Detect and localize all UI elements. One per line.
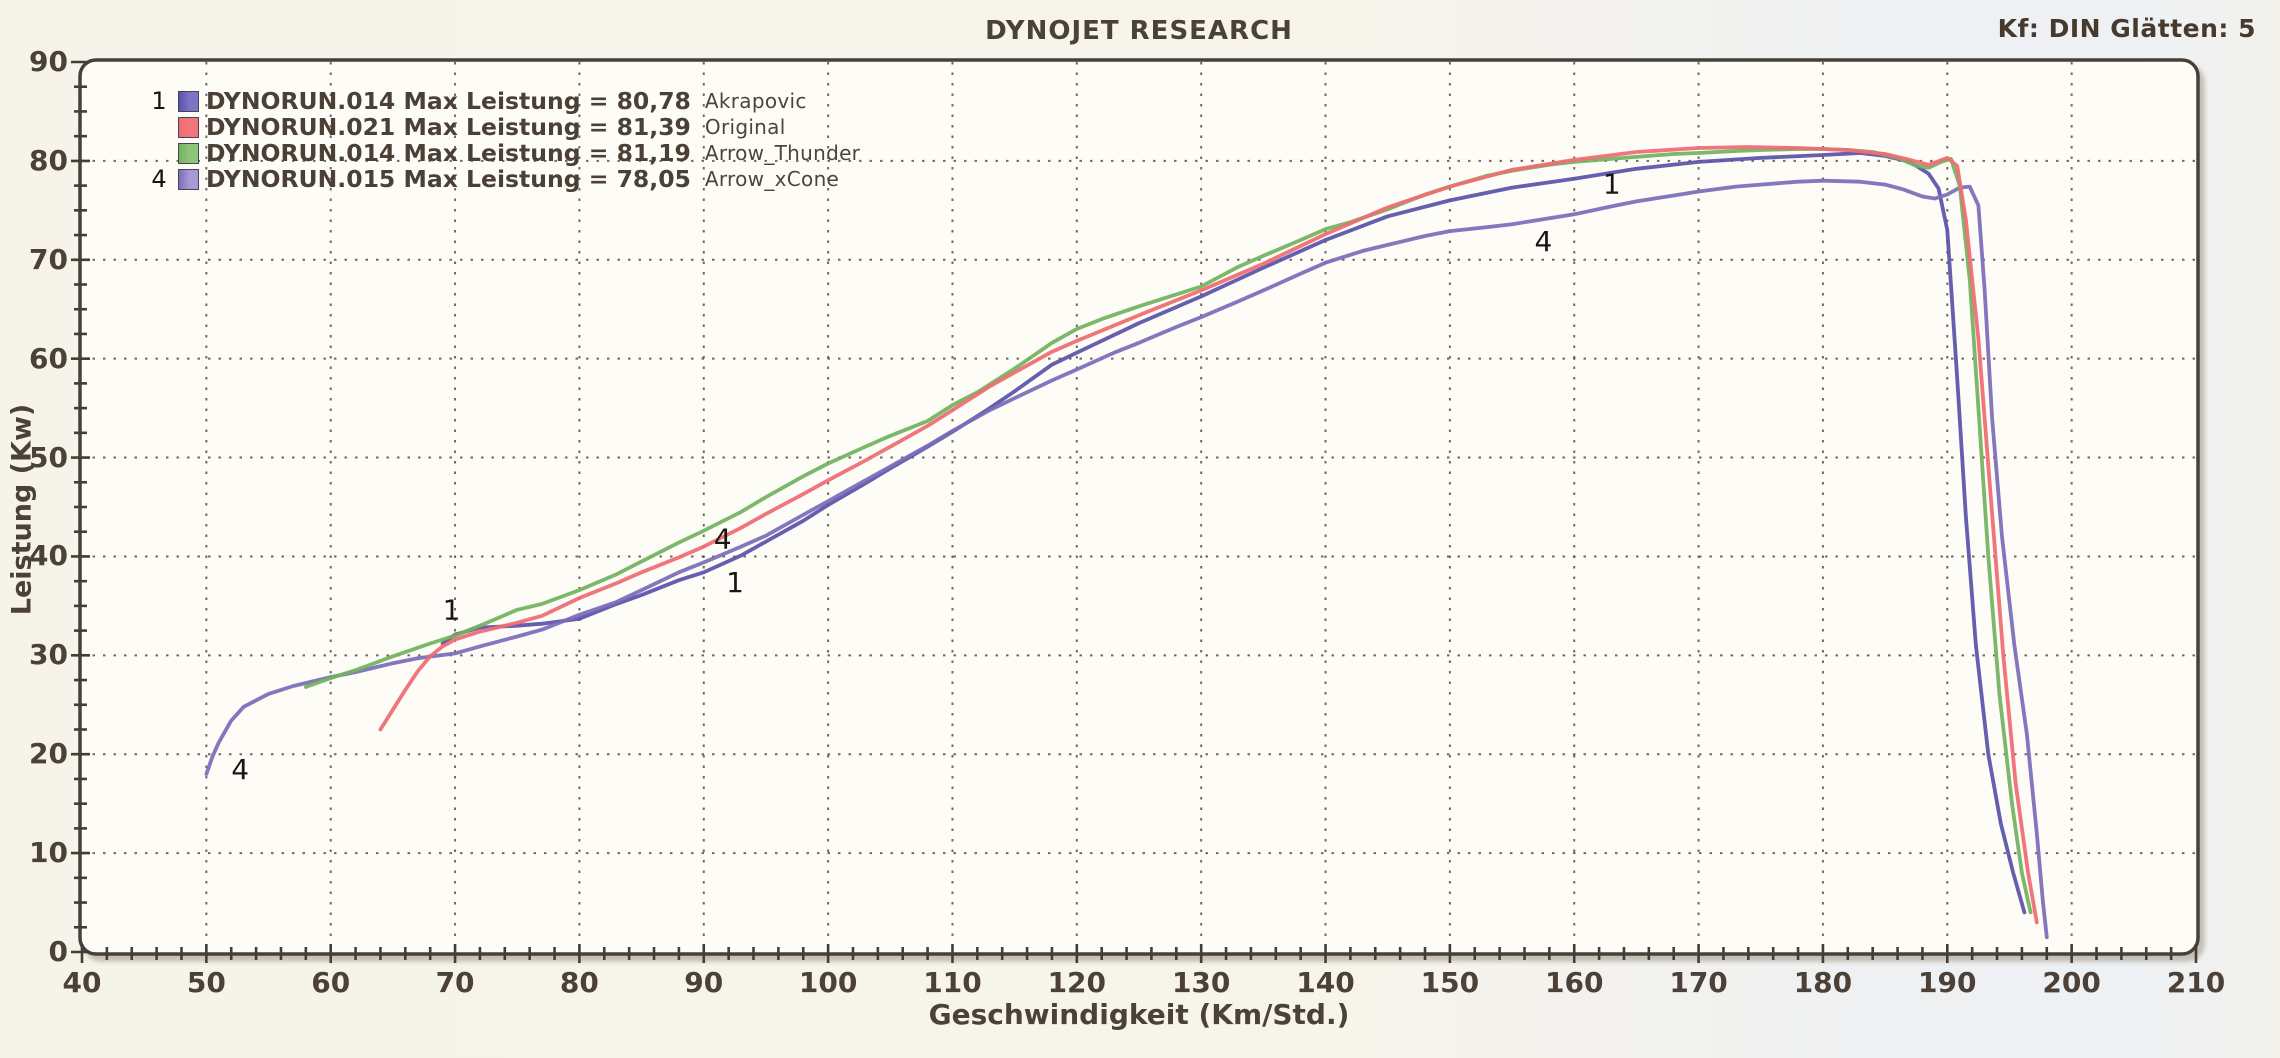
x-tick-label: 200 (2042, 966, 2101, 999)
curve-number-annotation: 1 (443, 594, 461, 627)
curve-arrow_thunder (303, 147, 2033, 915)
curve-arrow_xcone (204, 178, 2049, 940)
curve-number-annotation: 4 (231, 753, 249, 786)
y-tick-label: 20 (29, 737, 68, 771)
y-tick-label: 0 (48, 935, 68, 968)
legend-color-swatch (178, 116, 199, 138)
x-axis-title: Geschwindigkeit (Km/Std.) (928, 998, 1350, 1031)
legend-row: DYNORUN.021 Max Leistung = 81,39 Origina… (140, 113, 860, 141)
x-tick-label: 80 (559, 966, 599, 999)
x-tick-label: 70 (435, 966, 475, 999)
y-tick-label: 70 (29, 242, 68, 276)
y-tick-label: 80 (29, 143, 68, 177)
x-tick-label: 100 (798, 966, 858, 999)
x-tick-label: 180 (1793, 966, 1853, 999)
legend-row: 4 DYNORUN.015 Max Leistung = 78,05 Arrow… (140, 165, 860, 193)
plot-frame (78, 58, 2200, 956)
legend-curve-number: 4 (151, 165, 167, 193)
y-tick-label: 50 (29, 440, 68, 474)
x-tick-label: 160 (1545, 966, 1604, 999)
y-tick-label: 90 (29, 45, 68, 78)
y-tick-label: 60 (29, 341, 68, 375)
curve-number-annotation: 4 (714, 523, 732, 556)
curve-number-annotation: 1 (726, 566, 744, 599)
legend-curve-number: 1 (151, 87, 167, 115)
x-tick-label: 60 (311, 966, 351, 999)
legend-color-swatch (178, 90, 199, 112)
x-tick-label: 190 (1918, 966, 1977, 999)
curve-number-annotation: 4 (1534, 225, 1552, 258)
legend-color-swatch (178, 142, 199, 164)
legend-exhaust-name: Arrow_Thunder (704, 141, 861, 165)
x-tick-label: 210 (2166, 966, 2226, 999)
curve-original (378, 145, 2039, 925)
legend-run-label: DYNORUN.014 Max Leistung = 80,78 (206, 87, 691, 115)
x-tick-label: 140 (1296, 966, 1355, 999)
y-tick-label: 40 (29, 539, 68, 573)
x-tick-label: 40 (62, 966, 102, 999)
x-tick-label: 110 (923, 966, 982, 999)
x-tick-label: 170 (1669, 966, 1728, 999)
legend-exhaust-name: Original (704, 115, 786, 139)
x-tick-label: 50 (186, 966, 226, 999)
legend-run-label: DYNORUN.015 Max Leistung = 78,05 (206, 165, 691, 193)
legend-row: DYNORUN.014 Max Leistung = 81,19 Arrow_T… (140, 139, 861, 167)
x-tick-label: 120 (1047, 966, 1107, 999)
y-tick-label: 10 (29, 836, 68, 870)
curve-number-annotation: 1 (1603, 168, 1621, 201)
x-tick-label: 150 (1420, 966, 1480, 999)
curve-akrapovic (440, 151, 2027, 915)
legend-exhaust-name: Akrapovic (704, 89, 807, 113)
page-title: DYNOJET RESEARCH (985, 16, 1293, 46)
legend-row: 1 DYNORUN.014 Max Leistung = 80,78 Akrap… (140, 87, 860, 115)
legend-color-swatch (178, 168, 199, 190)
y-tick-label: 30 (29, 638, 68, 672)
legend-run-label: DYNORUN.021 Max Leistung = 81,39 (206, 113, 691, 141)
legend: 1 DYNORUN.014 Max Leistung = 80,78 Akrap… (140, 87, 861, 193)
smoothing-settings-label: Kf: DIN Glätten: 5 (1997, 14, 2256, 43)
legend-run-label: DYNORUN.014 Max Leistung = 81,19 (206, 139, 691, 167)
x-tick-label: 90 (684, 966, 724, 999)
legend-exhaust-name: Arrow_xCone (704, 167, 840, 191)
x-tick-label: 130 (1171, 966, 1231, 999)
